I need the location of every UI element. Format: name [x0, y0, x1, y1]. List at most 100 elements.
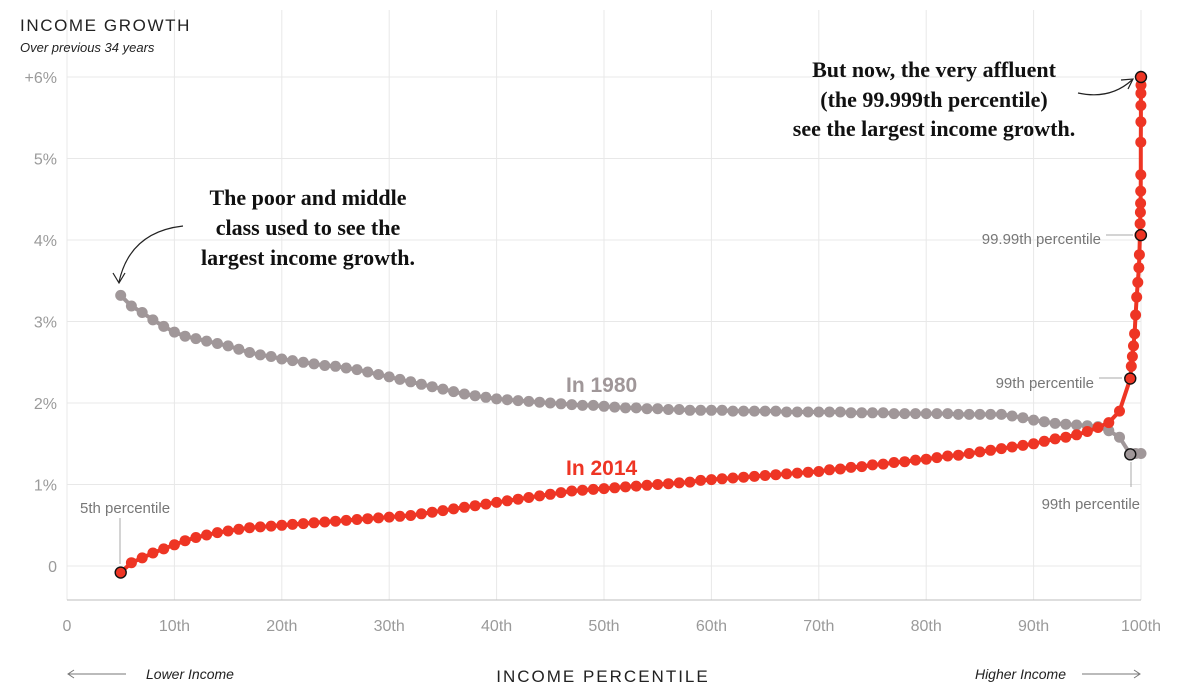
- y-tick-label: 1%: [34, 478, 57, 495]
- data-point-in-1980: [1071, 419, 1083, 431]
- data-point-in-2014: [168, 539, 180, 551]
- data-point-in-2014: [544, 488, 556, 500]
- data-point-in-1980: [1049, 417, 1061, 429]
- highlighted-point: [1124, 372, 1137, 385]
- data-point-in-1980: [995, 408, 1007, 420]
- data-point-in-2014: [1081, 426, 1093, 437]
- data-point-in-1980: [308, 358, 320, 370]
- y-tick-label: 0: [48, 559, 57, 576]
- data-point-in-2014: [1125, 360, 1137, 372]
- data-point-in-2014: [1017, 439, 1029, 451]
- data-point-in-2014: [308, 517, 320, 529]
- x-tick-label: 20th: [266, 618, 297, 635]
- highlighted-point: [1134, 228, 1148, 242]
- data-point-in-1980: [802, 406, 814, 418]
- data-point-in-2014: [1133, 249, 1145, 261]
- data-point-in-2014: [1133, 262, 1145, 274]
- x-tick-label: 40th: [481, 618, 512, 635]
- data-point-in-2014: [1132, 276, 1144, 288]
- data-point-in-2014: [1135, 169, 1147, 181]
- data-point-in-2014: [856, 461, 868, 473]
- data-point-in-2014: [437, 505, 449, 517]
- data-point-in-1980: [770, 405, 782, 417]
- data-point-in-1980: [845, 407, 857, 419]
- data-point-in-2014: [1135, 87, 1147, 99]
- data-point-in-1980: [952, 408, 964, 420]
- chart-title: INCOME GROWTH: [20, 16, 191, 35]
- x-tick-label: 60th: [696, 618, 727, 635]
- series-label-2014: In 2014: [566, 457, 638, 480]
- data-point-in-1980: [1135, 448, 1147, 459]
- data-point-in-1980: [856, 407, 868, 419]
- data-point-in-2014: [491, 496, 503, 508]
- right-annotation: But now, the very affluent (the 99.999th…: [793, 57, 1075, 141]
- data-point-in-1980: [179, 330, 191, 342]
- data-point-in-2014: [727, 472, 739, 484]
- data-point-in-1980: [609, 401, 621, 413]
- left-annotation-line-1: The poor and middle: [209, 185, 406, 210]
- data-point-in-2014: [1028, 438, 1040, 450]
- data-point-in-1980: [491, 393, 503, 405]
- data-point-in-1980: [297, 356, 309, 368]
- data-point-in-1980: [963, 408, 975, 420]
- highlighted-point: [1124, 448, 1137, 461]
- data-point-in-2014: [1131, 291, 1143, 303]
- data-point-in-2014: [1126, 351, 1138, 362]
- data-point-in-2014: [523, 492, 535, 503]
- x-tick-label: 10th: [159, 618, 190, 635]
- data-point-in-2014: [233, 523, 245, 535]
- data-point-in-1980: [1017, 412, 1029, 424]
- data-point-in-2014: [888, 457, 900, 468]
- data-point-in-1980: [448, 386, 460, 398]
- left-annotation-line-2: class used to see the: [216, 215, 401, 240]
- data-point-in-1980: [394, 373, 406, 385]
- data-point-in-2014: [287, 518, 298, 530]
- data-point-in-2014: [1135, 197, 1147, 209]
- data-point-in-2014: [1038, 435, 1050, 447]
- data-point-in-2014: [1128, 340, 1139, 352]
- data-point-in-1980: [201, 335, 213, 347]
- data-point-in-2014: [201, 529, 213, 541]
- x-tick-label: 100th: [1121, 618, 1161, 635]
- data-point-in-2014: [265, 520, 277, 532]
- data-point-in-2014: [985, 444, 997, 456]
- data-point-in-2014: [555, 487, 567, 499]
- data-point-in-2014: [942, 450, 954, 462]
- data-point-in-2014: [952, 449, 964, 461]
- data-point-in-2014: [330, 515, 341, 527]
- data-point-in-1980: [791, 406, 803, 418]
- data-point-in-2014: [340, 514, 352, 526]
- data-point-in-2014: [297, 518, 309, 530]
- right-annotation-line-2: (the 99.999th percentile): [820, 87, 1048, 112]
- data-point-in-1980: [501, 394, 513, 406]
- data-point-in-1980: [211, 338, 223, 349]
- data-point-in-1980: [480, 391, 492, 403]
- data-point-in-1980: [824, 406, 835, 418]
- data-point-in-1980: [577, 399, 588, 411]
- data-point-in-1980: [458, 388, 470, 400]
- data-point-in-1980: [1038, 416, 1050, 428]
- data-point-in-2014: [641, 479, 653, 491]
- data-point-in-1980: [415, 378, 427, 390]
- data-point-in-1980: [673, 404, 685, 415]
- data-point-in-2014: [415, 508, 427, 520]
- data-point-in-2014: [813, 466, 825, 477]
- data-point-in-1980: [727, 405, 739, 417]
- data-point-in-1980: [716, 404, 728, 416]
- data-point-in-2014: [254, 521, 266, 533]
- data-point-in-1980: [222, 340, 234, 352]
- data-point-in-1980: [888, 408, 900, 420]
- data-point-in-1980: [555, 398, 567, 410]
- series-line-in-2014: [118, 75, 1143, 575]
- right-annotation-arrow: [1077, 79, 1133, 96]
- data-point-in-2014: [351, 514, 363, 525]
- series-in-2014: [115, 71, 1147, 578]
- data-point-in-2014: [362, 513, 374, 525]
- data-point-in-2014: [319, 516, 331, 528]
- data-point-in-1980: [620, 402, 631, 414]
- data-point-in-2014: [1092, 422, 1104, 433]
- data-point-in-1980: [523, 395, 535, 407]
- data-point-in-1980: [598, 400, 610, 412]
- data-point-in-1980: [587, 399, 599, 411]
- data-point-in-2014: [426, 506, 438, 518]
